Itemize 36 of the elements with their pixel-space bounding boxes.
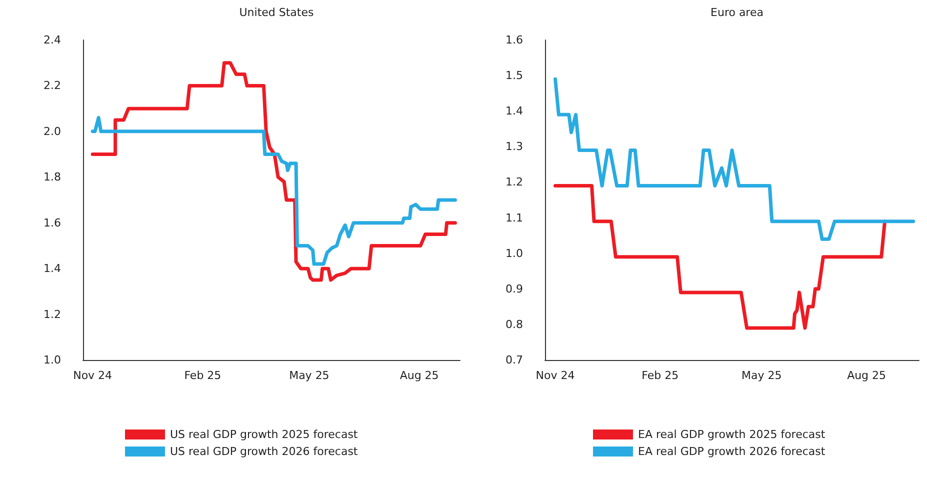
y-tick-label: 1.4 [44, 262, 61, 276]
legend-label: US real GDP growth 2026 forecast [170, 445, 358, 458]
x-tick-label: Feb 25 [642, 369, 679, 382]
y-tick-label: 1.0 [44, 354, 61, 366]
x-tick-label: Aug 25 [847, 369, 886, 382]
legend-label: EA real GDP growth 2025 forecast [638, 428, 826, 441]
y-tick-label: 1.2 [506, 176, 523, 189]
x-tick-label: Aug 25 [400, 369, 439, 382]
x-tick-label: May 25 [742, 369, 782, 382]
chart-title: Euro area [710, 6, 764, 19]
line-series [554, 184, 887, 330]
y-tick-label: 1.5 [506, 69, 523, 82]
y-tick-label: 1.1 [506, 211, 523, 224]
y-tick-label: 1.0 [506, 246, 523, 260]
line-series [90, 116, 457, 266]
y-tick-label: 1.2 [44, 308, 61, 321]
y-tick-label: 2.2 [44, 79, 61, 92]
y-tick-label: 2.4 [44, 34, 61, 46]
y-tick-label: 1.3 [506, 140, 523, 154]
line-series [554, 77, 916, 241]
legend-label: US real GDP growth 2025 forecast [170, 428, 358, 441]
y-tick-label: 1.4 [506, 104, 523, 118]
y-tick-label: 2.0 [44, 124, 61, 138]
y-tick-label: 1.8 [44, 170, 61, 184]
x-tick-label: Nov 24 [536, 369, 575, 382]
line-series [90, 61, 457, 282]
y-tick-label: 0.7 [506, 354, 523, 366]
x-tick-label: Nov 24 [73, 369, 112, 382]
y-tick-label: 1.6 [506, 34, 523, 46]
y-tick-label: 0.8 [506, 318, 523, 331]
x-tick-label: May 25 [289, 369, 330, 382]
y-tick-label: 1.6 [44, 216, 61, 230]
chart-title: United States [239, 6, 314, 19]
y-tick-label: 0.9 [506, 282, 523, 296]
x-tick-label: Feb 25 [184, 369, 222, 382]
legend-label: EA real GDP growth 2026 forecast [638, 445, 826, 458]
